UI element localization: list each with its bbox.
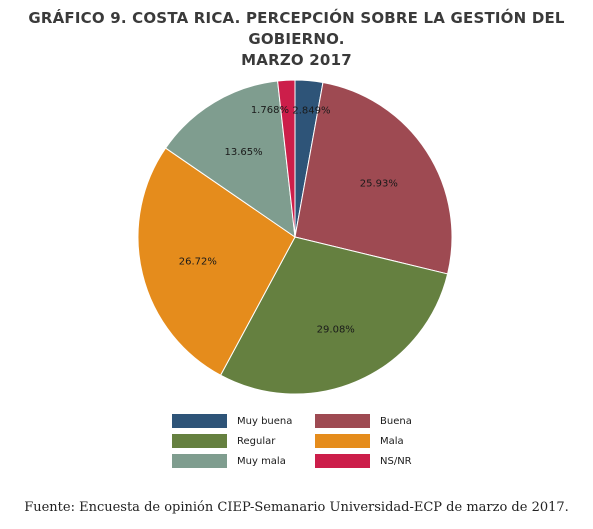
legend-item-ns-nr: NS/NR <box>315 454 442 468</box>
legend-item-regular: Regular <box>172 434 315 448</box>
legend-item-mala: Mala <box>315 434 442 448</box>
slice-label-muy-mala: 13.65% <box>225 147 263 158</box>
legend-swatch-ns-nr <box>315 454 370 468</box>
pie-slice-ns-nr <box>277 79 296 238</box>
chart-title: GRÁFICO 9. COSTA RICA. PERCEPCIÓN SOBRE … <box>28 9 565 48</box>
chart-title-block: GRÁFICO 9. COSTA RICA. PERCEPCIÓN SOBRE … <box>0 8 593 71</box>
legend-swatch-muy-mala <box>172 454 227 468</box>
slice-label-ns-nr: 1.768% <box>251 105 289 116</box>
legend-swatch-regular <box>172 434 227 448</box>
legend-item-buena: Buena <box>315 414 442 428</box>
chart-subtitle: MARZO 2017 <box>241 51 352 69</box>
legend-label-muy-mala: Muy mala <box>237 455 286 467</box>
pie-slice-buena <box>294 81 453 275</box>
legend-swatch-buena <box>315 414 370 428</box>
legend-label-muy-buena: Muy buena <box>237 415 293 427</box>
legend-label-mala: Mala <box>380 435 404 447</box>
pie-slice-muy-mala <box>164 80 296 239</box>
legend-label-ns-nr: NS/NR <box>380 455 412 467</box>
legend-swatch-muy-buena <box>172 414 227 428</box>
legend-swatch-mala <box>315 434 370 448</box>
legend-item-muy-mala: Muy mala <box>172 454 315 468</box>
slice-label-mala: 26.72% <box>179 257 217 268</box>
legend-item-muy-buena: Muy buena <box>172 414 315 428</box>
source-note: Fuente: Encuesta de opinión CIEP-Semanar… <box>24 500 569 515</box>
slice-label-regular: 29.08% <box>317 324 355 335</box>
pie-slice-regular <box>219 236 449 395</box>
legend-label-buena: Buena <box>380 415 412 427</box>
legend-label-regular: Regular <box>237 435 276 447</box>
pie-chart: 2.849% 25.93% 29.08% 26.72% 13.65% 1.768% <box>137 79 453 395</box>
slice-label-muy-buena: 2.849% <box>292 106 330 117</box>
chart-legend: Muy buena Buena Regular Mala Muy mala NS/NR <box>172 414 442 468</box>
pie-slice-mala <box>137 147 296 376</box>
slice-label-buena: 25.93% <box>360 178 398 189</box>
